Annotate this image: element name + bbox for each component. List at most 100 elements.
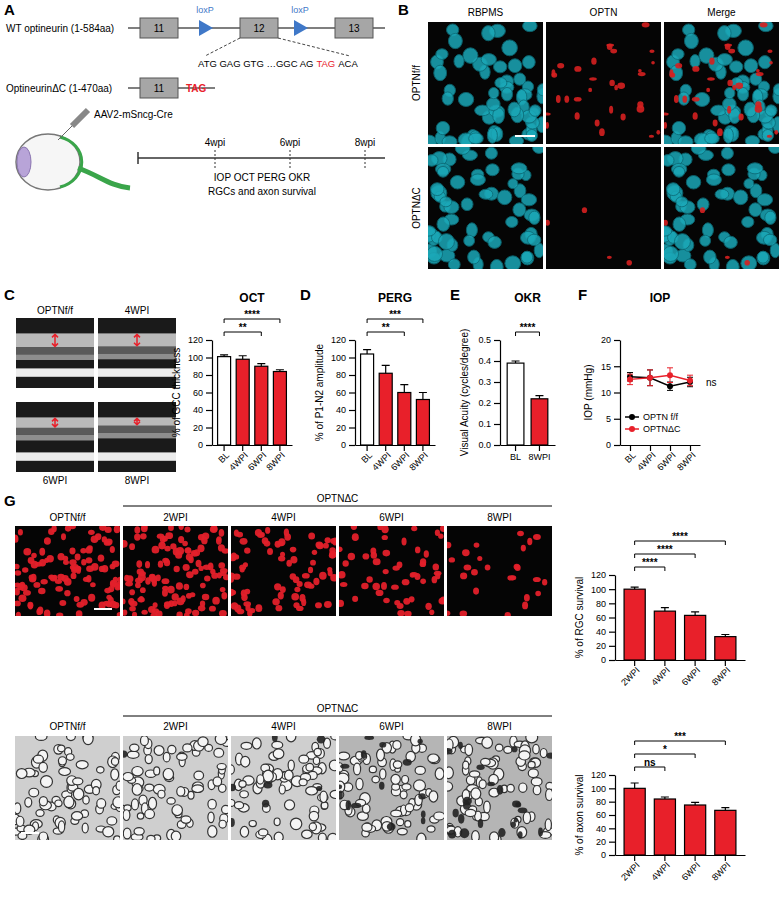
cell xyxy=(275,605,282,611)
thickness-arrow xyxy=(52,418,58,427)
cell xyxy=(744,179,754,189)
cell xyxy=(339,784,342,789)
image-background xyxy=(428,22,543,144)
cell xyxy=(48,528,54,535)
cell xyxy=(252,738,261,749)
significance: **** xyxy=(657,544,673,555)
cell xyxy=(33,755,43,763)
axis-title: Visual Acuity (cycles/degree) xyxy=(459,329,470,457)
cell xyxy=(110,580,118,587)
y-tick: 0 xyxy=(341,440,355,450)
cell xyxy=(514,73,526,85)
cell xyxy=(678,92,689,105)
cell xyxy=(487,98,501,111)
cell xyxy=(212,597,220,605)
cell xyxy=(234,802,243,809)
cell xyxy=(674,234,690,250)
cell xyxy=(284,529,289,537)
cell xyxy=(472,831,480,840)
error-bar xyxy=(631,783,639,788)
cell xyxy=(486,164,499,176)
tick-mark xyxy=(349,340,355,341)
cell xyxy=(192,785,204,793)
cell xyxy=(71,573,77,579)
cell xyxy=(76,602,84,608)
cell xyxy=(218,562,225,569)
cell xyxy=(447,767,453,779)
cell xyxy=(95,533,102,540)
cell xyxy=(690,55,700,68)
y-tick: 40 xyxy=(596,824,615,834)
tick-label: 6WPI xyxy=(389,450,412,473)
cell xyxy=(726,259,739,269)
tick-label: 100 xyxy=(591,784,606,794)
bar xyxy=(416,400,429,446)
error-bar xyxy=(631,587,639,589)
tick-mark xyxy=(206,410,212,411)
tick-label: 8WPI xyxy=(264,450,287,473)
cell xyxy=(773,84,779,96)
cell xyxy=(114,526,120,533)
cell xyxy=(351,803,361,808)
cell xyxy=(330,574,336,581)
cell xyxy=(315,541,323,548)
cell xyxy=(528,769,538,778)
tick-label: 15 xyxy=(601,362,611,372)
cell xyxy=(327,567,332,572)
cell xyxy=(722,164,735,176)
tick-label: 8WPI xyxy=(407,450,430,473)
cell xyxy=(147,835,155,840)
retina-layer xyxy=(16,347,94,354)
y-axis: 0.00.10.20.30.40.5 xyxy=(478,335,500,450)
cell xyxy=(329,552,336,558)
stop-codon: TAG xyxy=(186,83,207,94)
tick-label: 100 xyxy=(591,585,606,595)
x-tick: 8WPI xyxy=(710,660,733,688)
tick-label: 80 xyxy=(193,370,203,380)
cell xyxy=(440,197,452,207)
cell xyxy=(315,602,322,608)
cell xyxy=(693,112,698,120)
column-label: 4WPI xyxy=(271,721,295,732)
cell xyxy=(607,44,613,50)
cell xyxy=(209,606,216,612)
x-tick: 4WPI xyxy=(635,445,658,473)
cell xyxy=(529,211,540,224)
cell xyxy=(609,106,613,114)
tick-mark xyxy=(206,427,212,428)
image-background xyxy=(339,736,444,840)
tick-mark xyxy=(614,366,620,367)
cell xyxy=(17,583,24,590)
image-label: 6WPI xyxy=(43,475,67,486)
cell xyxy=(724,236,737,248)
x-tick: 8WPI xyxy=(264,445,287,473)
needle xyxy=(58,126,72,140)
cell xyxy=(330,538,336,544)
image-background xyxy=(123,526,228,616)
cell xyxy=(83,736,93,745)
y-tick: 0.0 xyxy=(478,440,500,450)
cell xyxy=(692,66,699,72)
bar xyxy=(255,366,268,445)
image-background xyxy=(428,147,543,269)
exon-label: 12 xyxy=(253,23,265,34)
cell xyxy=(414,573,420,580)
cell xyxy=(37,607,43,615)
cell xyxy=(69,559,76,565)
cell xyxy=(274,818,280,826)
tick-label: 0 xyxy=(601,655,606,665)
cell xyxy=(194,771,204,780)
tick-mark xyxy=(494,340,500,341)
cell xyxy=(243,601,251,606)
cell xyxy=(517,531,524,536)
cell xyxy=(23,590,31,596)
y-tick: 80 xyxy=(193,370,212,380)
timepoint-label: 8wpi xyxy=(355,137,376,148)
legend-marker xyxy=(629,426,635,432)
cell xyxy=(184,527,190,533)
cell xyxy=(288,760,294,771)
cell xyxy=(106,602,113,608)
cell xyxy=(546,789,552,801)
cell xyxy=(402,776,409,784)
retina-layer xyxy=(98,417,176,425)
